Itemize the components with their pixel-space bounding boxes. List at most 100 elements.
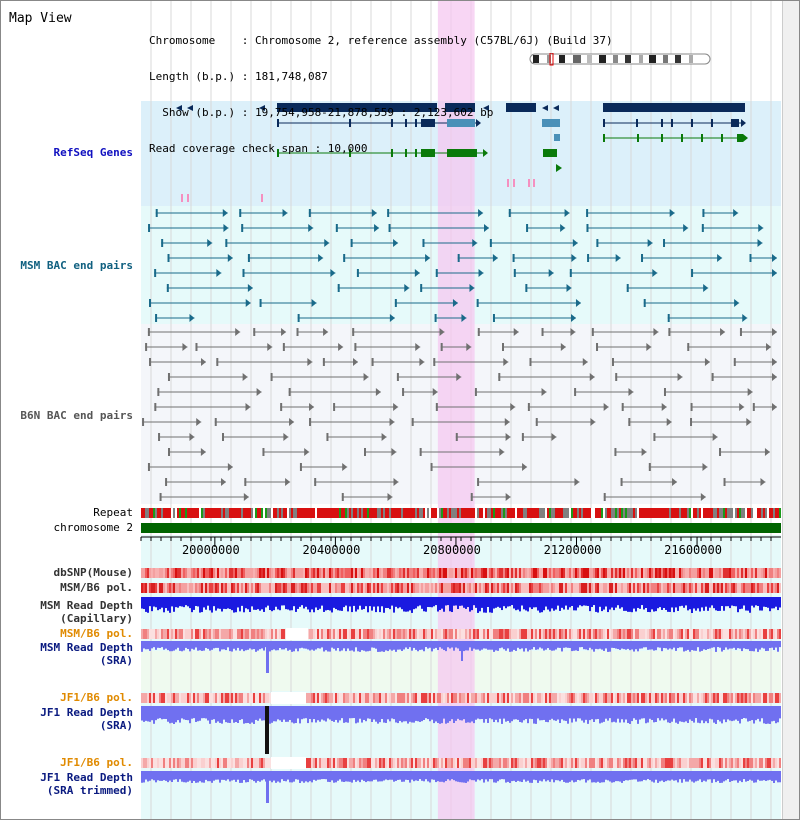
msm-depth-sra-bar xyxy=(251,641,253,650)
msm-b6-pol-strip xyxy=(671,583,673,593)
dbsnp-strip xyxy=(357,568,359,578)
jf1-depth-trim-bar xyxy=(259,771,261,782)
repeat-segment xyxy=(281,508,283,518)
track-label-jf1-b6-pol-2[interactable]: JF1/B6 pol. xyxy=(60,756,133,769)
msm-depth-sra-bar xyxy=(547,641,549,649)
msm-depth-sra-bar xyxy=(441,641,443,649)
msm-depth-sra-bar xyxy=(687,641,689,650)
msm-depth-sra-bar xyxy=(701,641,703,651)
jf1-depth-sra-bar xyxy=(643,706,645,719)
track-label-chromosome[interactable]: chromosome 2 xyxy=(53,521,133,534)
jf1-depth-sra-bar xyxy=(689,706,691,720)
dbsnp-strip xyxy=(293,568,295,578)
msm-depth-sra-bar xyxy=(551,641,553,651)
dbsnp-strip xyxy=(205,568,207,578)
b6n-bac-pair-end xyxy=(158,433,161,441)
b6n-bac-pair-end xyxy=(477,328,480,336)
msm-b6-pol2-strip xyxy=(327,629,329,639)
msm-depth-sra-bar xyxy=(567,641,569,648)
jf1-b6-pol2-strip xyxy=(397,758,399,768)
track-label-refseq-genes[interactable]: RefSeq Genes xyxy=(53,146,133,159)
msm-b6-pol-strip xyxy=(491,583,493,593)
jf1-b6-pol2-strip xyxy=(315,758,317,768)
msm-depth-sra-bar xyxy=(497,641,499,651)
msm-depth-capillary-bar xyxy=(255,597,257,610)
jf1-b6-pol2-strip xyxy=(357,758,359,768)
msm-depth-sra-bar xyxy=(393,641,395,650)
jf1-b6-pol-strip xyxy=(341,693,343,703)
msm-b6-pol-strip xyxy=(435,583,437,593)
jf1-depth-sra-bar xyxy=(633,706,635,719)
track-label-line: MSM Read Depth xyxy=(40,599,133,612)
msm-depth-capillary-bar xyxy=(523,597,525,610)
dbsnp-strip xyxy=(371,568,373,578)
msm-depth-sra-bar xyxy=(521,641,523,649)
track-label-dbsnp[interactable]: dbSNP(Mouse) xyxy=(53,566,133,579)
repeat-segment xyxy=(473,508,475,518)
track-label-repeat[interactable]: Repeat xyxy=(93,506,133,519)
jf1-b6-pol-strip xyxy=(351,693,353,703)
msm-b6-pol2-strip xyxy=(247,629,249,639)
msm-depth-sra-bar xyxy=(619,641,621,650)
msm-b6-pol2-strip xyxy=(151,629,153,639)
msm-b6-pol2-strip xyxy=(733,629,735,639)
msm-depth-sra-bar xyxy=(533,641,535,648)
msm-b6-pol2-strip xyxy=(727,629,729,639)
chromosome-ideogram[interactable] xyxy=(529,53,713,67)
msm-b6-pol-strip xyxy=(513,583,515,593)
track-label-jf1-depth-trimmed[interactable]: JF1 Read Depth (SRA trimmed) xyxy=(40,771,133,797)
repeat-segment xyxy=(295,508,297,518)
track-label-msm-b6-pol-2[interactable]: MSM/B6 pol. xyxy=(60,627,133,640)
msm-b6-pol-strip xyxy=(779,583,781,593)
track-label-msm-bac[interactable]: MSM BAC end pairs xyxy=(20,259,133,272)
jf1-b6-pol-strip xyxy=(635,693,637,703)
gene-transcript-exon xyxy=(637,134,639,142)
jf1-depth-trim-bar xyxy=(243,771,245,781)
msm-b6-pol-strip xyxy=(439,583,441,593)
dbsnp-strip xyxy=(469,568,471,578)
b6n-bac-pair-end xyxy=(611,358,614,366)
msm-depth-capillary-bar xyxy=(155,597,157,608)
repeat-segment xyxy=(673,508,675,518)
msm-depth-sra-bar xyxy=(779,641,781,648)
jf1-b6-pol-strip xyxy=(411,693,413,703)
dbsnp-strip xyxy=(233,568,235,578)
msm-depth-capillary-bar xyxy=(765,597,767,608)
b6n-bac-pair-end xyxy=(560,343,566,351)
jf1-depth-trim-bar xyxy=(367,771,369,782)
msm-depth-sra-bar xyxy=(499,641,501,649)
jf1-depth-trim-bar xyxy=(201,771,203,783)
track-label-jf1-depth-sra[interactable]: JF1 Read Depth (SRA) xyxy=(40,706,133,732)
msm-b6-pol-strip xyxy=(479,583,481,593)
jf1-b6-pol-strip xyxy=(181,693,183,703)
jf1-depth-trim-bar xyxy=(733,771,735,781)
dbsnp-strip xyxy=(153,568,155,578)
repeat-segment xyxy=(681,508,683,518)
msm-b6-pol-strip xyxy=(327,583,329,593)
repeat-segment xyxy=(743,508,745,518)
track-label-msm-depth-sra[interactable]: MSM Read Depth (SRA) xyxy=(40,641,133,667)
dbsnp-strip xyxy=(733,568,735,578)
jf1-depth-trim-bar xyxy=(257,771,259,781)
msm-b6-pol-strip xyxy=(695,583,697,593)
msm-depth-sra-bar xyxy=(553,641,555,651)
msm-depth-sra-bar xyxy=(387,641,389,652)
track-label-jf1-b6-pol[interactable]: JF1/B6 pol. xyxy=(60,691,133,704)
repeat-segment xyxy=(713,508,715,518)
track-label-b6n-bac[interactable]: B6N BAC end pairs xyxy=(20,409,133,422)
msm-b6-pol2-strip xyxy=(681,629,683,639)
msm-bac-pair-end xyxy=(478,269,484,277)
jf1-b6-pol-strip xyxy=(491,693,493,703)
track-label-msm-b6-pol[interactable]: MSM/B6 pol. xyxy=(60,581,133,594)
dbsnp-strip xyxy=(447,568,449,578)
repeat-segment xyxy=(721,508,723,518)
repeat-segment xyxy=(257,508,259,518)
msm-depth-sra-bar xyxy=(411,641,413,651)
jf1-depth-trim-bar xyxy=(327,771,329,782)
jf1-depth-sra-bar xyxy=(763,706,765,724)
msm-b6-pol-strip xyxy=(661,583,663,593)
track-label-msm-depth-capillary[interactable]: MSM Read Depth (Capillary) xyxy=(40,599,133,625)
dbsnp-strip xyxy=(267,568,269,578)
vertical-scrollbar[interactable] xyxy=(782,1,799,819)
